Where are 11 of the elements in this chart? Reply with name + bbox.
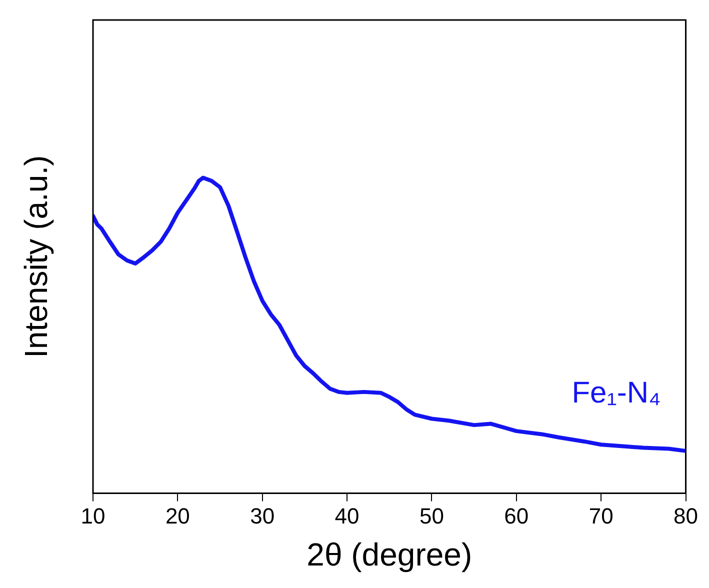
x-tick-label: 70 <box>588 503 614 528</box>
x-tick-label: 60 <box>504 503 529 528</box>
x-tick-label: 40 <box>334 503 360 528</box>
series-label: Fe₁-N₄ <box>572 376 661 410</box>
x-tick-label: 30 <box>250 503 275 528</box>
y-axis-title: Intensity (a.u.) <box>18 155 54 358</box>
x-tick-label: 50 <box>419 503 444 528</box>
x-tick-label: 80 <box>674 503 698 528</box>
x-tick-label: 20 <box>165 503 190 528</box>
x-tick-label: 10 <box>80 503 106 528</box>
x-axis-title: 2θ (degree) <box>306 536 472 573</box>
